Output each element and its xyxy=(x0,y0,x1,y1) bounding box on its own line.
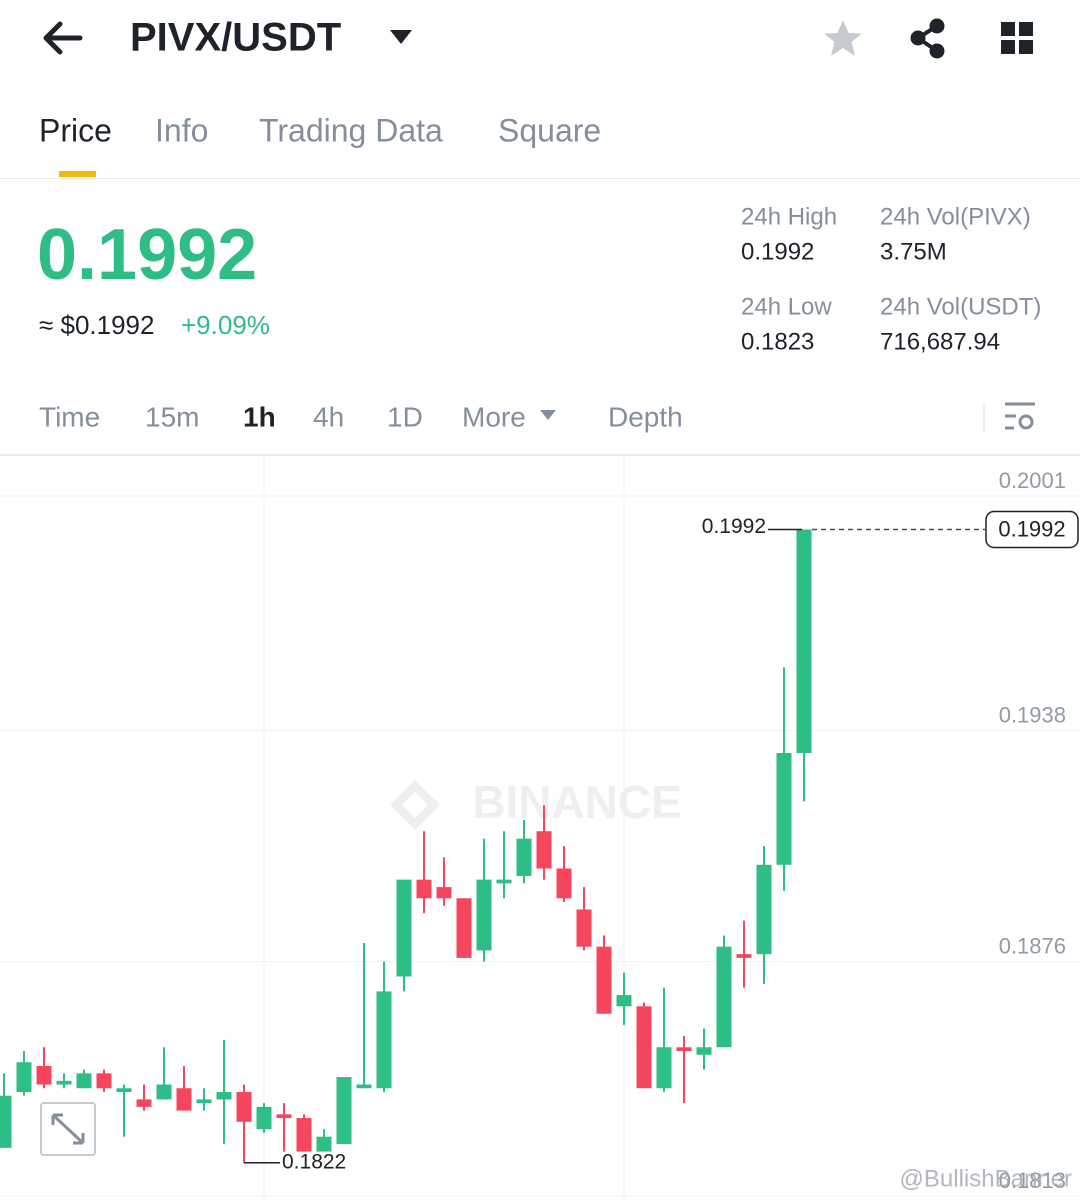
tab[interactable]: Price xyxy=(39,112,112,148)
candle-body xyxy=(736,954,752,958)
credit-watermark: @BullishBanner xyxy=(900,1165,1072,1192)
candle-body xyxy=(716,946,732,1048)
tab-indicator xyxy=(59,171,96,177)
last-price-box xyxy=(985,510,1079,549)
candle-body xyxy=(636,1006,652,1089)
candle-body xyxy=(136,1099,152,1107)
candle-body xyxy=(596,946,612,1014)
candle-body xyxy=(336,1077,352,1145)
back-button[interactable] xyxy=(43,21,83,55)
pair-dropdown[interactable] xyxy=(390,30,412,44)
candle-body xyxy=(436,887,452,899)
stat-value: 3.75M xyxy=(880,238,947,265)
layout-button[interactable] xyxy=(1001,22,1033,54)
candle-body xyxy=(36,1065,52,1085)
min-label: 0.1822 xyxy=(282,1150,346,1173)
interval[interactable]: More xyxy=(462,401,526,432)
last-price: 0.1992 xyxy=(37,215,257,295)
stat-label: 24h Vol(USDT) xyxy=(880,293,1041,320)
candle-body xyxy=(276,1114,292,1119)
y-tick-label: 0.1813 xyxy=(999,1168,1066,1193)
interval[interactable]: 15m xyxy=(145,401,199,432)
candle-body xyxy=(0,1095,12,1148)
stat-value: 0.1992 xyxy=(741,238,814,265)
candle-body xyxy=(576,909,592,947)
candle-body xyxy=(296,1118,312,1152)
candle-body xyxy=(76,1073,92,1089)
pair-title[interactable]: PIVX/USDT xyxy=(130,16,341,60)
candle-body xyxy=(796,529,812,753)
candle-body xyxy=(56,1080,72,1085)
candle-body xyxy=(416,879,432,899)
candle-body xyxy=(496,879,512,884)
candle-body xyxy=(16,1062,32,1092)
tab[interactable]: Square xyxy=(498,112,601,148)
candle-body xyxy=(156,1084,172,1100)
y-tick-label: 0.1876 xyxy=(999,933,1066,958)
stat-label: 24h High xyxy=(741,203,837,230)
interval-selected[interactable]: 1h xyxy=(243,401,276,432)
interval[interactable]: 1D xyxy=(387,401,423,432)
interval[interactable]: Time xyxy=(39,401,100,432)
expand-icon xyxy=(51,1113,85,1145)
y-tick-label: 0.2001 xyxy=(999,468,1066,493)
y-tick-label: 0.1938 xyxy=(999,702,1066,727)
stat-label: 24h Vol(PIVX) xyxy=(880,203,1031,230)
price-change: +9.09% xyxy=(181,310,270,340)
stat-value: 716,687.94 xyxy=(880,328,1000,355)
candle-body xyxy=(476,879,492,951)
candle-body xyxy=(396,879,412,977)
candle-body xyxy=(216,1091,232,1100)
stat-value: 0.1823 xyxy=(741,328,814,355)
candle-body xyxy=(556,868,572,899)
candle-body xyxy=(676,1047,692,1051)
tab[interactable]: Trading Data xyxy=(259,112,443,148)
share-button[interactable] xyxy=(910,18,945,59)
candle-body xyxy=(516,838,532,876)
candle-body xyxy=(756,864,772,955)
max-label: 0.1992 xyxy=(702,515,766,538)
candle-body xyxy=(316,1136,332,1152)
candle-body xyxy=(696,1047,712,1055)
candle-body xyxy=(196,1099,212,1104)
candle-body xyxy=(656,1047,672,1089)
candle-body xyxy=(536,831,552,869)
candle-body xyxy=(356,1084,372,1089)
candle-body xyxy=(376,991,392,1089)
stat-label: 24h Low xyxy=(741,293,832,320)
last-price-label: 0.1992 xyxy=(998,516,1065,541)
tab[interactable]: Info xyxy=(155,112,208,148)
chart-settings[interactable] xyxy=(1005,402,1035,430)
candle-body xyxy=(116,1088,132,1092)
fiat-price: ≈ $0.1992 xyxy=(39,310,154,340)
candle-body xyxy=(256,1106,272,1130)
more-dropdown[interactable] xyxy=(540,410,556,420)
favorite-star[interactable] xyxy=(824,20,862,56)
interval[interactable]: Depth xyxy=(608,401,683,432)
watermark: BINANCE xyxy=(472,776,682,828)
candle-body xyxy=(236,1091,252,1122)
candle-body xyxy=(616,995,632,1007)
candle-body xyxy=(776,753,792,865)
watermark-logo xyxy=(390,780,440,830)
interval[interactable]: 4h xyxy=(313,401,344,432)
candle-body xyxy=(176,1088,192,1111)
candle-body xyxy=(456,898,472,958)
candle-body xyxy=(96,1073,112,1089)
